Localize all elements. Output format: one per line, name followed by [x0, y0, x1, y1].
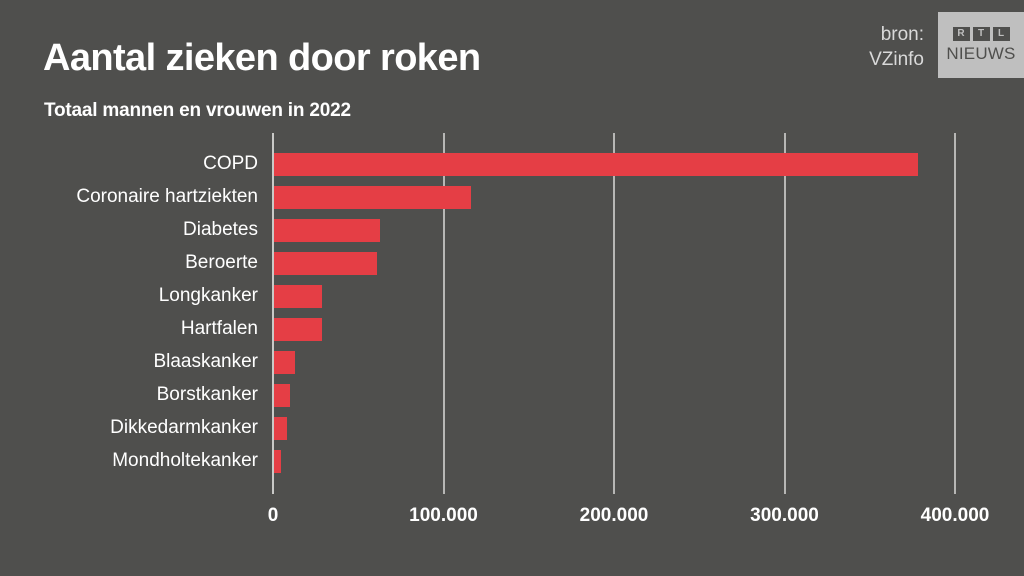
bar [274, 186, 471, 209]
category-label: Dikkedarmkanker [110, 417, 258, 438]
bar [274, 318, 322, 341]
gridline [613, 133, 615, 494]
source-label: bron: [880, 24, 924, 45]
bar [274, 351, 296, 374]
bar [274, 384, 291, 407]
logo-letter-l: L [992, 27, 1010, 41]
gridline [783, 133, 786, 494]
bar [274, 417, 287, 440]
category-label: Mondholtekanker [112, 450, 258, 471]
bar-row: Diabetes [0, 214, 1024, 247]
rtl-letters: R T L [952, 27, 1010, 41]
bar [274, 450, 281, 473]
gridline [442, 133, 445, 494]
x-axis-tick-label: 300.000 [750, 505, 819, 526]
logo-letter-r: R [952, 27, 970, 41]
chart-subtitle: Totaal mannen en vrouwen in 2022 [44, 100, 351, 121]
category-label: Hartfalen [180, 318, 258, 339]
bar [274, 153, 919, 176]
x-axis-tick-label: 100.000 [409, 505, 478, 526]
logo-letter-t: T [972, 27, 990, 41]
source-attribution: bron: VZinfo [869, 22, 924, 72]
category-label: Coronaire hartziekten [76, 186, 258, 207]
category-label: Borstkanker [156, 384, 258, 405]
bar [274, 285, 322, 308]
bar [274, 219, 380, 242]
bar-row: Borstkanker [0, 379, 1024, 412]
bar [274, 252, 378, 275]
bar-row: Dikkedarmkanker [0, 412, 1024, 445]
bar-row: Longkanker [0, 280, 1024, 313]
page-title: Aantal zieken door roken [43, 37, 481, 79]
category-label: Longkanker [158, 285, 258, 306]
x-axis-tick-label: 400.000 [920, 505, 990, 526]
category-label: COPD [203, 153, 258, 174]
bar-row: Coronaire hartziekten [0, 181, 1024, 214]
x-axis-tick-label: 0 [267, 505, 279, 526]
logo-word-nieuws: NIEUWS [946, 44, 1016, 63]
category-label: Blaaskanker [153, 351, 258, 372]
rtl-nieuws-logo: R T L NIEUWS [938, 12, 1024, 78]
bar-row: COPD [0, 148, 1024, 181]
source-name: VZinfo [869, 49, 924, 70]
category-label: Beroerte [185, 252, 258, 273]
category-label: Diabetes [183, 219, 258, 240]
bar-row: Beroerte [0, 247, 1024, 280]
gridline [954, 133, 956, 494]
y-axis-line [272, 133, 274, 494]
bar-row: Mondholtekanker [0, 445, 1024, 478]
bar-row: Hartfalen [0, 313, 1024, 346]
x-axis-tick-label: 200.000 [579, 505, 649, 526]
bar-row: Blaaskanker [0, 346, 1024, 379]
